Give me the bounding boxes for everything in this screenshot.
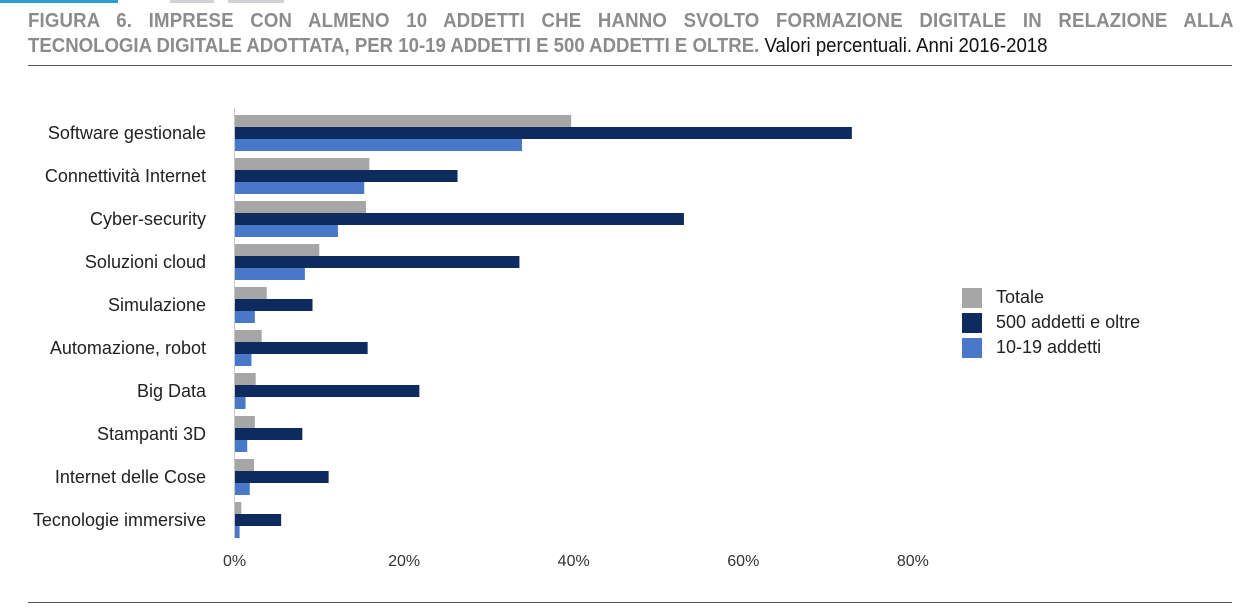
- x-tick-label-20: 20%: [388, 553, 420, 570]
- bar-soluzioni-cloud-totale: [234, 244, 320, 256]
- legend-item-totale: Totale: [962, 285, 1140, 310]
- category-label-internet-delle-cose: Internet delle Cose: [55, 467, 206, 487]
- bar-soluzioni-cloud-500-oltre: [234, 256, 520, 268]
- bar-big-data-totale: [234, 373, 256, 385]
- x-tick-label-60: 60%: [727, 553, 759, 570]
- bar-tecnologie-immersive-10-19: [234, 526, 240, 538]
- category-label-soluzioni-cloud: Soluzioni cloud: [85, 252, 206, 272]
- x-tick-label-0: 0%: [223, 553, 246, 570]
- bar-connettivit-internet-totale: [234, 158, 370, 170]
- bar-cyber-security-500-oltre: [234, 213, 684, 225]
- figure-subtitle: Valori percentuali. Anni 2016-2018: [764, 35, 1048, 57]
- bar-stampanti-3d-10-19: [234, 440, 248, 452]
- category-label-software-gestionale: Software gestionale: [48, 123, 206, 143]
- category-label-stampanti-3d: Stampanti 3D: [97, 424, 206, 444]
- bar-big-data-500-oltre: [234, 385, 420, 397]
- x-tick-label-80: 80%: [897, 553, 929, 570]
- category-label-cyber-security: Cyber-security: [90, 209, 206, 229]
- figure-title-line1: FIGURA 6. IMPRESE CON ALMENO 10 ADDETTI …: [28, 10, 1234, 32]
- bar-simulazione-500-oltre: [234, 299, 313, 311]
- top-rule: [28, 65, 1232, 66]
- legend-swatch-500-oltre: [962, 312, 982, 333]
- bar-automazione-robot-totale: [234, 330, 262, 342]
- top-tab-strip: [0, 0, 300, 4]
- figure-heading: FIGURA 6. IMPRESE CON ALMENO 10 ADDETTI …: [28, 9, 1234, 59]
- bar-simulazione-10-19: [234, 311, 255, 323]
- category-label-automazione-robot: Automazione, robot: [50, 338, 206, 358]
- bar-automazione-robot-500-oltre: [234, 342, 368, 354]
- legend-swatch-10-19: [962, 337, 982, 358]
- legend-label-totale: Totale: [996, 287, 1045, 307]
- bar-software-gestionale-totale: [234, 115, 572, 127]
- category-label-big-data: Big Data: [137, 381, 207, 401]
- top-tab-accent: [0, 0, 118, 3]
- bottom-rule: [28, 602, 1232, 603]
- bar-connettivit-internet-10-19: [234, 182, 365, 194]
- x-tick-label-40: 40%: [558, 553, 590, 570]
- bar-soluzioni-cloud-10-19: [234, 268, 305, 280]
- chart-legend: Totale 500 addetti e oltre 10-19 addetti: [962, 285, 1140, 360]
- legend-item-10-19: 10-19 addetti: [962, 335, 1140, 360]
- category-label-simulazione: Simulazione: [108, 295, 206, 315]
- bar-stampanti-3d-500-oltre: [234, 428, 303, 440]
- category-label-tecnologie-immersive: Tecnologie immersive: [33, 510, 206, 530]
- bar-internet-delle-cose-totale: [234, 459, 255, 471]
- bar-internet-delle-cose-10-19: [234, 483, 250, 495]
- figure-title-line2-wrapper: TECNOLOGIA DIGITALE ADOTTATA, PER 10-19 …: [28, 34, 1150, 59]
- bar-internet-delle-cose-500-oltre: [234, 471, 329, 483]
- bar-cyber-security-10-19: [234, 225, 338, 237]
- bar-tecnologie-immersive-totale: [234, 502, 242, 514]
- legend-label-500-oltre: 500 addetti e oltre: [996, 312, 1141, 332]
- bar-big-data-10-19: [234, 397, 246, 409]
- legend-swatch-totale: [962, 287, 982, 308]
- bar-tecnologie-immersive-500-oltre: [234, 514, 282, 526]
- bar-automazione-robot-10-19: [234, 354, 252, 366]
- bar-software-gestionale-500-oltre: [234, 127, 852, 139]
- legend-item-500-oltre: 500 addetti e oltre: [962, 310, 1140, 335]
- category-label-connettivit-internet: Connettività Internet: [45, 166, 206, 186]
- figure-title-line2: TECNOLOGIA DIGITALE ADOTTATA, PER 10-19 …: [28, 35, 760, 57]
- top-tab-tertiary: [228, 0, 284, 3]
- bar-software-gestionale-10-19: [234, 139, 522, 151]
- bar-cyber-security-totale: [234, 201, 366, 213]
- bar-simulazione-totale: [234, 287, 267, 299]
- bar-stampanti-3d-totale: [234, 416, 255, 428]
- legend-label-10-19: 10-19 addetti: [996, 337, 1102, 357]
- bar-connettivit-internet-500-oltre: [234, 170, 458, 182]
- top-tab-secondary: [170, 0, 214, 3]
